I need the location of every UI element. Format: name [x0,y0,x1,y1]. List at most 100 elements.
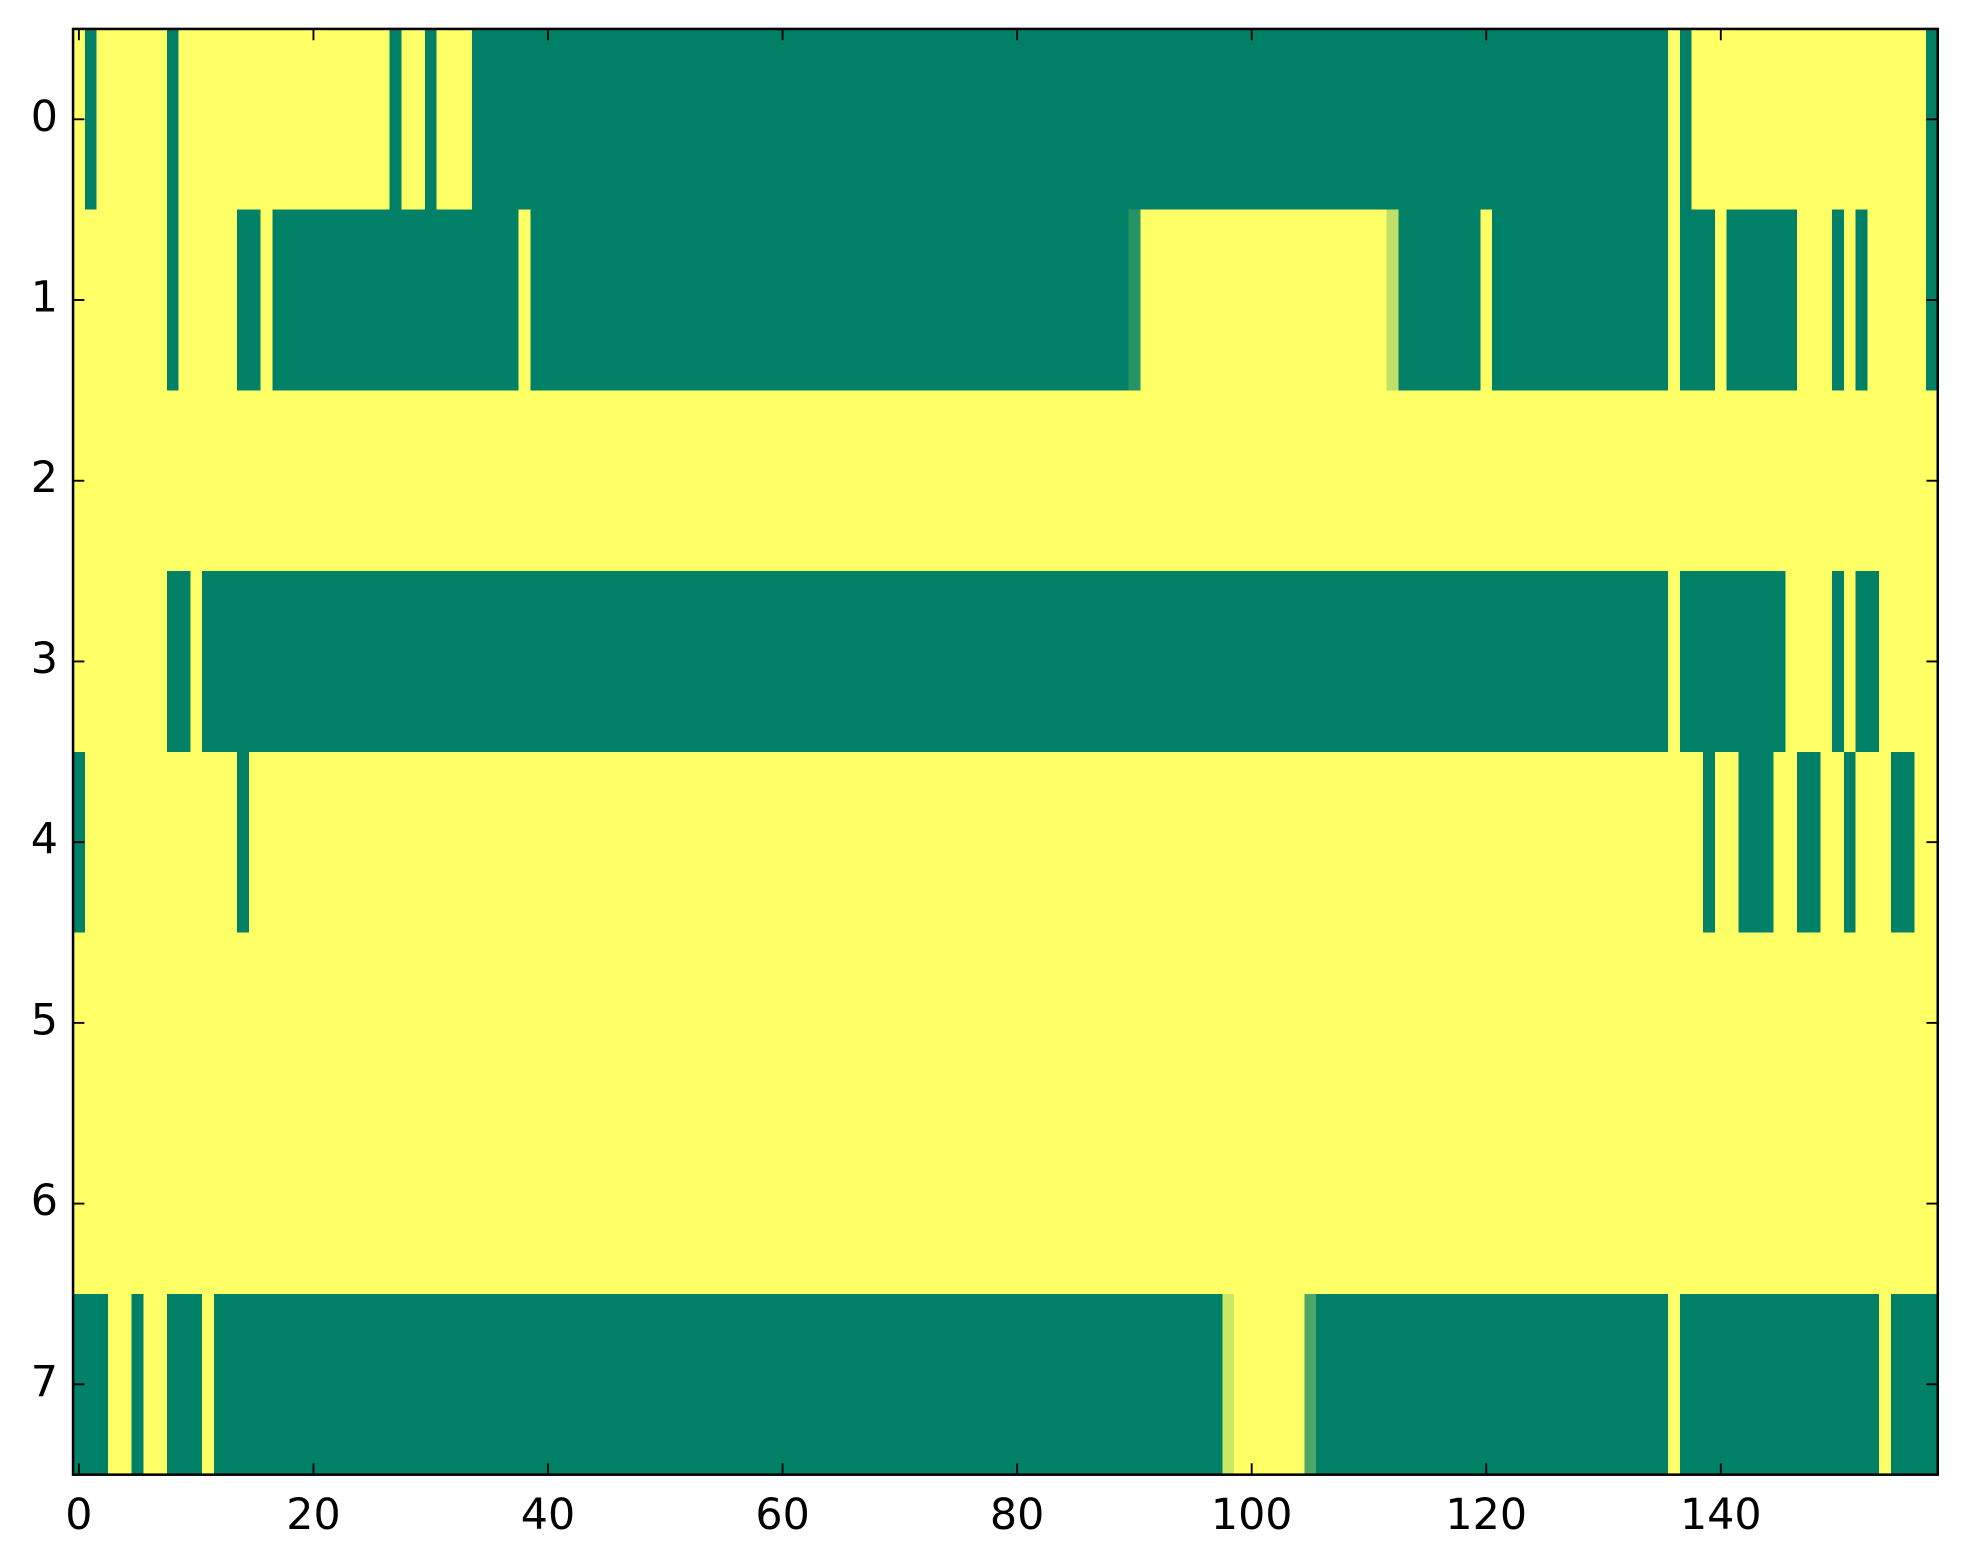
cell [272,751,285,934]
cell [155,571,168,753]
cell [847,390,860,572]
cell [1527,28,1540,211]
cell [1046,571,1059,753]
cell [647,1293,661,1476]
cell [530,932,543,1114]
cell [1198,751,1212,934]
cell [1867,390,1880,572]
cell [1222,751,1235,934]
cell [1539,390,1552,572]
cell [166,209,180,392]
cell [1175,1113,1188,1295]
cell [1093,751,1106,934]
cell [1597,1113,1611,1295]
cell [1738,209,1751,392]
cell [1339,390,1353,572]
cell [1234,571,1247,753]
cell [1503,390,1517,572]
cell [1843,28,1857,211]
cell [624,1293,637,1476]
cell [1492,932,1505,1114]
cell [823,1113,837,1295]
cell [518,1113,532,1295]
cell [1691,1293,1704,1476]
cell [1808,390,1822,572]
cell [1210,571,1224,753]
cell [1022,390,1036,572]
cell [635,1113,649,1295]
cell [952,28,966,211]
cell [213,390,227,572]
cell [682,1293,696,1476]
cell [1187,932,1200,1114]
cell [143,1113,156,1295]
cell [1245,571,1259,753]
cell [1679,1113,1693,1295]
cell [284,1113,297,1295]
cell [1914,209,1927,392]
cell [84,932,98,1114]
heatmap-cells [73,28,1939,1476]
cell [764,1113,778,1295]
cell [495,932,508,1114]
y-tick-label: 6 [31,1176,58,1226]
cell [1069,751,1083,934]
cell [319,932,332,1114]
cell [1503,932,1517,1114]
cell [600,751,614,934]
cell [1632,390,1646,572]
cell [1456,28,1470,211]
cell [471,390,485,572]
cell [624,390,637,572]
cell [471,1293,485,1476]
cell [999,28,1013,211]
cell [1034,571,1048,753]
cell [1222,390,1235,572]
cell [1281,932,1294,1114]
cell [1855,751,1869,934]
cell [424,1293,438,1476]
cell [1410,390,1423,572]
cell [905,1113,919,1295]
cell [1785,390,1798,572]
cell [1105,932,1118,1114]
cell [823,1293,837,1476]
cell [248,571,262,753]
cell [1093,932,1106,1114]
cell [1773,751,1787,934]
cell [1116,390,1130,572]
cell [1105,1293,1118,1476]
cell [847,751,860,934]
cell [483,1113,497,1295]
cell [671,571,684,753]
cell [319,751,332,934]
cell [1198,1293,1212,1476]
cell [225,751,238,934]
cell [800,1113,813,1295]
cell [1011,932,1024,1114]
cell [1034,209,1048,392]
cell [1456,209,1470,392]
cell [1292,209,1306,392]
cell [1492,28,1505,211]
y-tick-label: 2 [31,453,58,503]
cell [237,751,250,934]
cell [811,751,825,934]
cell [729,28,743,211]
cell [1269,1293,1282,1476]
cell [1445,1293,1458,1476]
cell [999,932,1013,1114]
cell [377,390,391,572]
cell [225,390,238,572]
cell [577,751,590,934]
cell [1351,932,1364,1114]
cell [1550,390,1564,572]
cell [1269,751,1282,934]
cell [811,571,825,753]
cell [331,390,344,572]
cell [589,1293,602,1476]
cell [1327,571,1341,753]
cell [1644,751,1658,934]
cell [237,1113,250,1295]
cell [776,751,790,934]
